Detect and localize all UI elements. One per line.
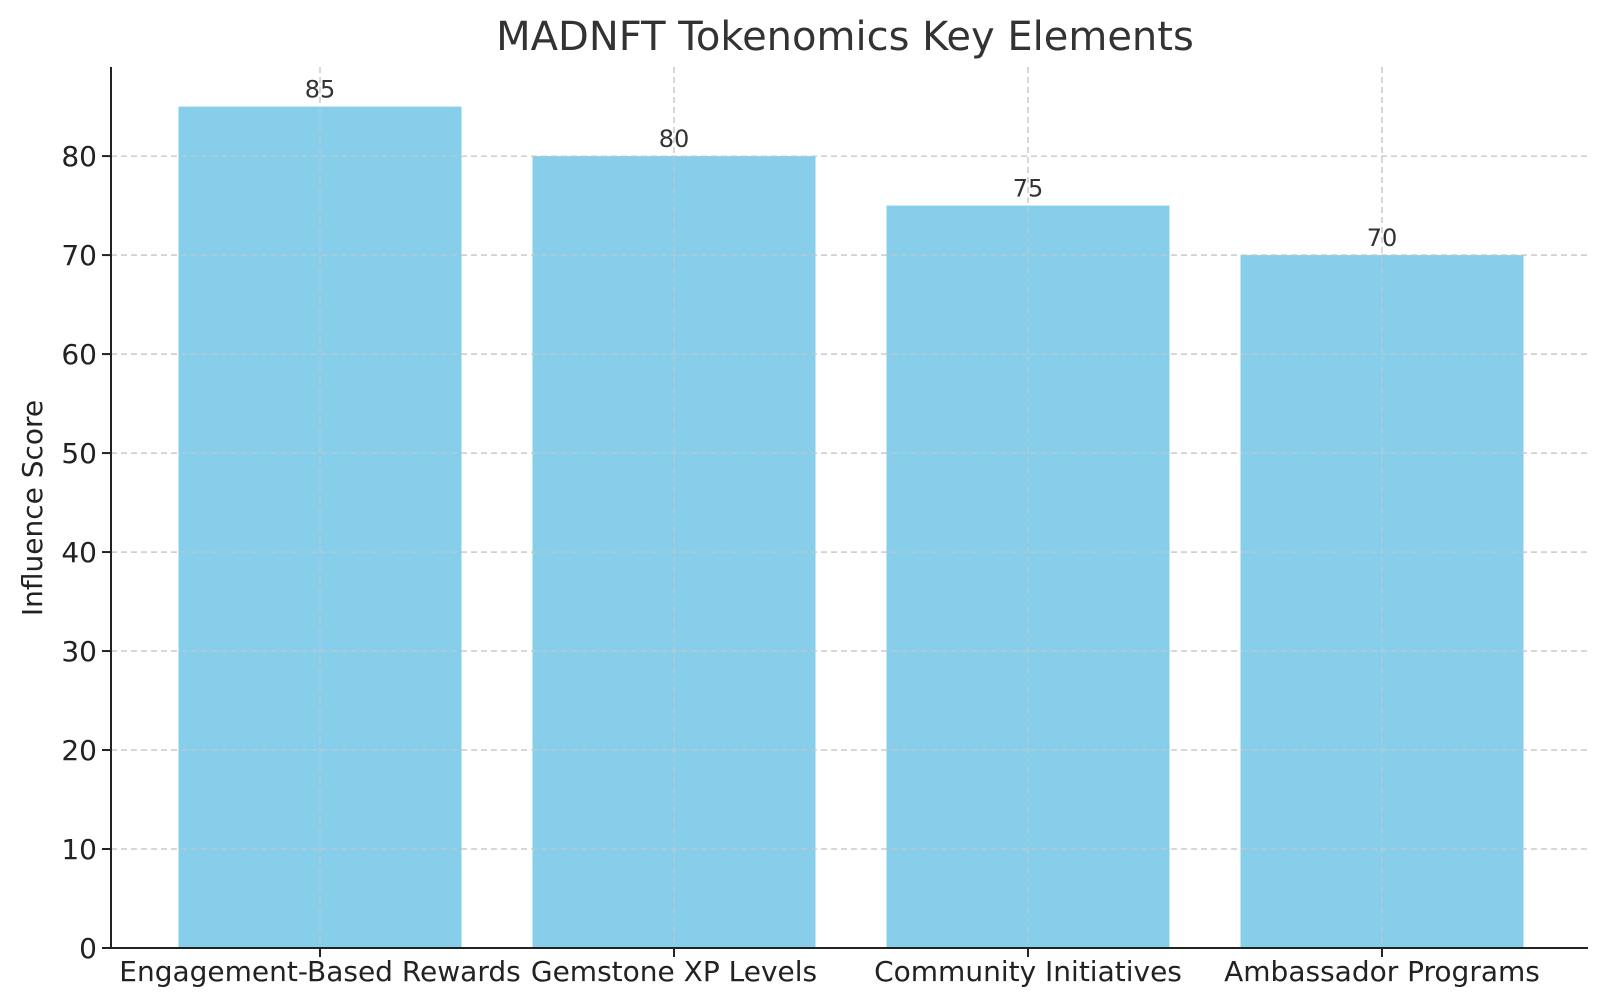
x-tick-label: Ambassador Programs: [1224, 955, 1540, 988]
data-label: 75: [1013, 175, 1044, 203]
y-tick-label: 60: [61, 338, 97, 371]
data-label: 85: [305, 76, 336, 104]
y-tick-label: 30: [61, 635, 97, 668]
x-tick-label: Community Initiatives: [874, 955, 1182, 988]
y-tick-label: 10: [61, 833, 97, 866]
y-tick-label: 50: [61, 437, 97, 470]
data-label: 70: [1367, 224, 1398, 252]
y-tick-label: 20: [61, 734, 97, 767]
y-tick-label: 0: [79, 932, 97, 965]
chart-title: MADNFT Tokenomics Key Elements: [496, 14, 1194, 60]
data-label: 80: [659, 125, 690, 153]
labels: 0 10 20 30 40 50 60 70 80 Engagement-Based Reward…: [61, 76, 1540, 988]
bar: [886, 205, 1170, 948]
y-tick-label: 70: [61, 239, 97, 272]
x-tick-label: Engagement-Based Rewards: [119, 955, 520, 988]
bars: [111, 67, 1588, 948]
y-axis-label: Influence Score: [16, 400, 49, 616]
axes: [102, 67, 1588, 957]
y-tick-label: 40: [61, 536, 97, 569]
y-tick-label: 80: [61, 140, 97, 173]
x-tick-label: Gemstone XP Levels: [531, 955, 817, 988]
